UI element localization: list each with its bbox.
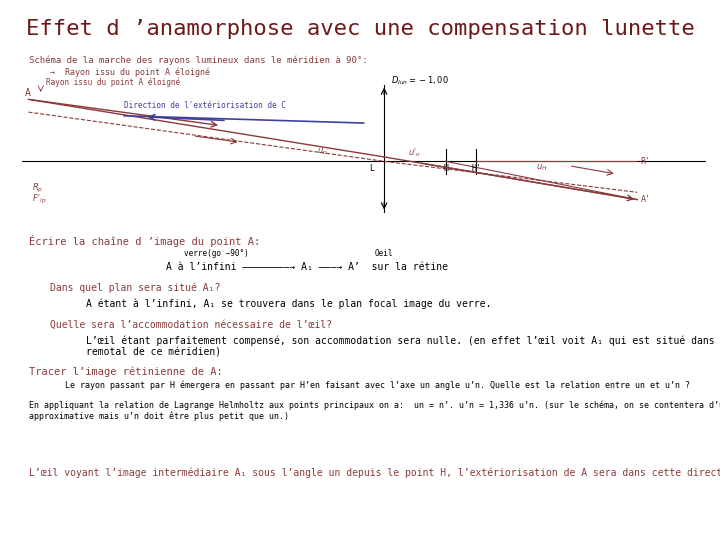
Text: Oeil: Oeil [374, 249, 393, 259]
Text: $R_{p}$: $R_{p}$ [32, 182, 43, 195]
Text: R': R' [641, 157, 651, 166]
Text: L: L [369, 164, 374, 173]
Text: A étant à l’infini, A₁ se trouvera dans le plan focal image du verre.: A étant à l’infini, A₁ se trouvera dans … [86, 299, 492, 309]
Text: A à l’infini ————————→ A₁ ———→ A’  sur la rétine: A à l’infini ————————→ A₁ ———→ A’ sur la… [166, 262, 448, 272]
Text: A': A' [641, 195, 651, 204]
Text: Effet d ’anamorphose avec une compensation lunette: Effet d ’anamorphose avec une compensati… [26, 19, 694, 39]
Text: Tracer l’image rétinienne de A:: Tracer l’image rétinienne de A: [29, 366, 222, 376]
Text: L’œil voyant l’image intermédiaire A₁ sous l’angle un depuis le point H, l’extér: L’œil voyant l’image intermédiaire A₁ so… [29, 467, 720, 477]
Text: Quelle sera l’accommodation nécessaire de l’œil?: Quelle sera l’accommodation nécessaire d… [50, 320, 333, 330]
Text: En appliquant la relation de Lagrange Helmholtz aux points principaux on a:  un : En appliquant la relation de Lagrange He… [29, 401, 720, 421]
Text: Direction de l'extériorisation de C: Direction de l'extériorisation de C [125, 100, 286, 110]
Text: $F'_{lp}$: $F'_{lp}$ [32, 193, 46, 206]
Text: L’œil étant parfaitement compensé, son accommodation sera nulle. (en effet l’œil: L’œil étant parfaitement compensé, son a… [86, 336, 720, 358]
Text: Schéma de la marche des rayons lumineux dans le méridien à 90°:: Schéma de la marche des rayons lumineux … [29, 56, 367, 65]
Text: H: H [444, 164, 448, 173]
Text: $u'_n$: $u'_n$ [408, 147, 421, 159]
Text: $u_H$: $u_H$ [536, 163, 547, 173]
Text: Dans quel plan sera situé A₁?: Dans quel plan sera situé A₁? [50, 282, 221, 293]
Text: Le rayon passant par H émergera en passant par H’en faisant avec l’axe un angle : Le rayon passant par H émergera en passa… [65, 380, 690, 390]
Text: A: A [25, 87, 31, 98]
Text: Rayon issu du point A éloigné: Rayon issu du point A éloigné [45, 77, 180, 86]
Text: →  Rayon issu du point A éloigné: → Rayon issu du point A éloigné [50, 68, 210, 77]
Text: H': H' [472, 164, 482, 173]
Text: Écrire la chaîne d ’image du point A:: Écrire la chaîne d ’image du point A: [29, 235, 260, 247]
Text: $D_{lun}=-1,00$: $D_{lun}=-1,00$ [391, 74, 449, 86]
Text: $u_n$: $u_n$ [318, 146, 328, 157]
Text: verre(go −90°): verre(go −90°) [184, 249, 248, 259]
